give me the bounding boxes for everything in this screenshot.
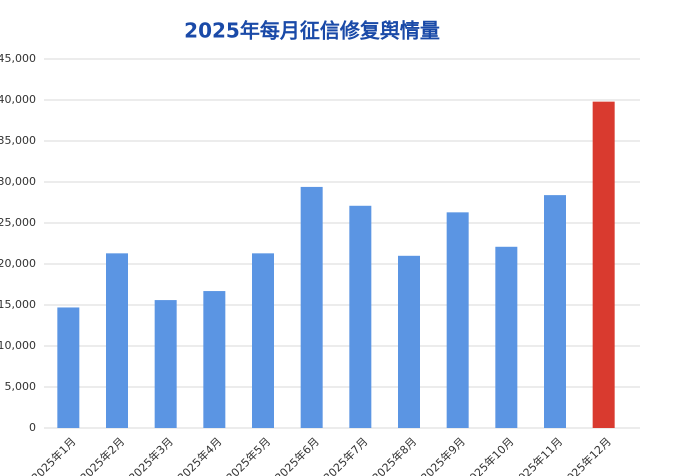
y-tick-label: 45,000 xyxy=(0,52,36,65)
x-tick-label: 2025年1月 xyxy=(28,434,78,476)
x-tick-label: 2025年7月 xyxy=(320,434,370,476)
y-tick-label: 15,000 xyxy=(0,298,36,311)
bar xyxy=(544,195,566,428)
y-tick-label: 40,000 xyxy=(0,93,36,106)
y-tick-label: 5,000 xyxy=(5,380,37,393)
bar xyxy=(252,253,274,428)
x-tick-label: 2025年2月 xyxy=(77,434,127,476)
x-tick-label: 2025年6月 xyxy=(272,434,322,476)
bar xyxy=(495,246,518,428)
y-tick-label: 20,000 xyxy=(0,257,36,270)
bar xyxy=(154,300,177,428)
bar xyxy=(398,255,420,428)
x-tick-label: 2025年11月 xyxy=(510,434,565,476)
chart-title: 2025年每月征信修复舆情量 xyxy=(184,19,440,43)
x-tick-label: 2025年4月 xyxy=(174,434,224,476)
y-tick-label: 30,000 xyxy=(0,175,36,188)
y-tick-label: 25,000 xyxy=(0,216,36,229)
y-tick-label: 10,000 xyxy=(0,339,36,352)
bar xyxy=(57,307,80,428)
bar xyxy=(106,253,128,428)
bar xyxy=(349,205,372,428)
y-tick-label: 0 xyxy=(29,421,36,434)
x-tick-label: 2025年8月 xyxy=(369,434,419,476)
x-tick-label: 2025年5月 xyxy=(223,434,273,476)
bar xyxy=(592,101,615,428)
x-tick-label: 2025年3月 xyxy=(126,434,176,476)
x-tick-label: 2025年10月 xyxy=(461,434,516,476)
bar xyxy=(203,291,226,428)
x-tick-label: 2025年9月 xyxy=(418,434,468,476)
x-tick-label: 2025年12月 xyxy=(559,434,614,476)
y-tick-label: 35,000 xyxy=(0,134,36,147)
bar xyxy=(300,186,323,428)
bar xyxy=(446,212,469,428)
